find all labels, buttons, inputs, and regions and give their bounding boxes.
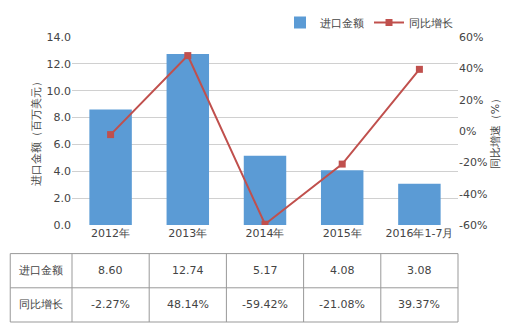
svg-text:2012年: 2012年 [91, 227, 130, 240]
svg-text:5.17: 5.17 [253, 264, 278, 277]
svg-text:40%: 40% [459, 62, 483, 75]
svg-text:8.60: 8.60 [98, 264, 123, 277]
svg-text:-2.27%: -2.27% [91, 298, 130, 311]
svg-text:8.0: 8.0 [54, 111, 72, 124]
svg-text:48.14%: 48.14% [167, 298, 209, 311]
svg-text:10.0: 10.0 [47, 85, 72, 98]
svg-text:12.0: 12.0 [47, 58, 72, 71]
svg-text:2013年: 2013年 [168, 227, 207, 240]
svg-text:39.37%: 39.37% [398, 298, 440, 311]
svg-text:12.74: 12.74 [172, 264, 204, 277]
svg-text:进口金额（百万美元）: 进口金额（百万美元） [30, 76, 43, 186]
svg-text:4.08: 4.08 [330, 264, 355, 277]
svg-text:2014年: 2014年 [246, 227, 285, 240]
svg-text:同比增长: 同比增长 [409, 17, 453, 30]
svg-text:6.0: 6.0 [54, 138, 72, 151]
svg-text:14.0: 14.0 [47, 31, 72, 44]
svg-text:-40%: -40% [459, 188, 487, 201]
svg-text:60%: 60% [459, 31, 483, 44]
svg-text:进口金额: 进口金额 [320, 17, 364, 30]
svg-text:3.08: 3.08 [407, 264, 432, 277]
svg-text:0.0: 0.0 [54, 219, 72, 232]
svg-text:2015年: 2015年 [323, 227, 362, 240]
svg-text:同比增速（%）: 同比增速（%） [489, 93, 502, 169]
svg-text:-59.42%: -59.42% [242, 298, 288, 311]
svg-text:同比增长: 同比增长 [19, 298, 63, 311]
svg-text:2.0: 2.0 [54, 192, 72, 205]
svg-text:-60%: -60% [459, 219, 487, 232]
svg-text:4.0: 4.0 [54, 165, 72, 178]
svg-text:20%: 20% [459, 94, 483, 107]
svg-text:0%: 0% [459, 125, 476, 138]
svg-text:进口金额: 进口金额 [19, 264, 63, 277]
svg-text:-20%: -20% [459, 156, 487, 169]
svg-text:-21.08%: -21.08% [319, 298, 365, 311]
svg-text:2016年1-7月: 2016年1-7月 [385, 227, 453, 240]
